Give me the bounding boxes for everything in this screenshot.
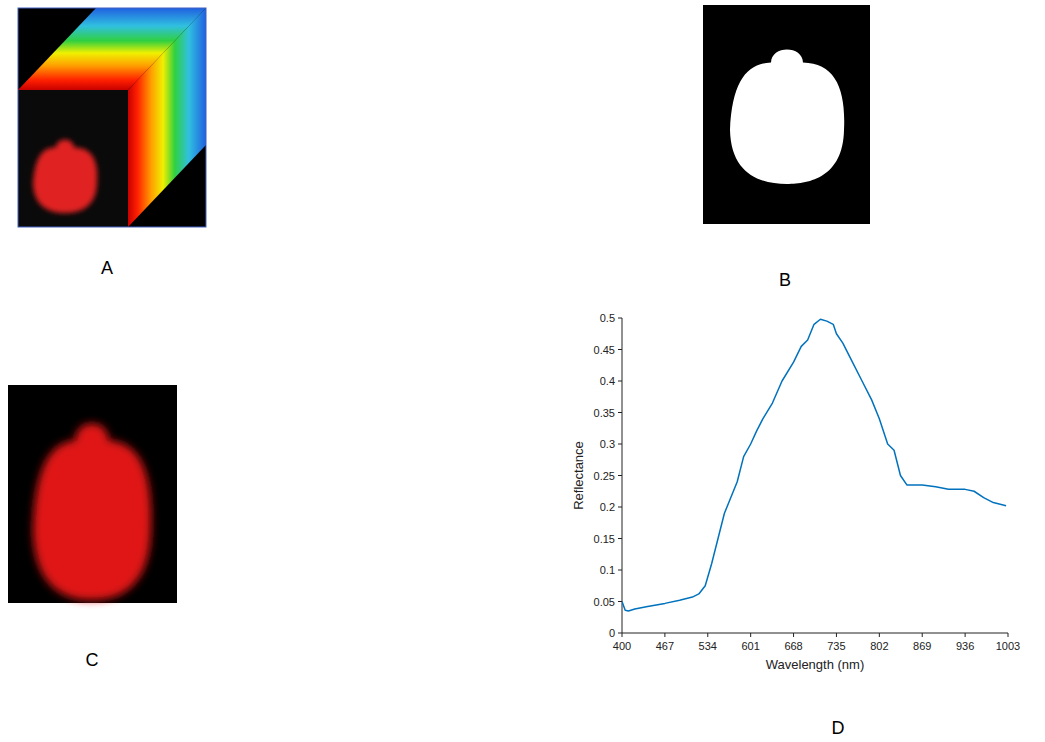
- panel-c-image: [8, 385, 177, 603]
- panel-label: D: [832, 718, 845, 738]
- y-axis-title: Reflectance: [571, 441, 586, 510]
- y-tick: [618, 444, 622, 445]
- spectrum-line: [622, 319, 1006, 611]
- x-axis-line: [622, 633, 1008, 634]
- panel-d-chart: 0 0.05 0.1 0.15 0.2 0.25 0.3 0.35 0.4 0.45 0.5 400 4…: [571, 312, 1020, 672]
- x-tick: [707, 633, 708, 637]
- panel-b-mask: [703, 5, 870, 224]
- cube-front-face: [18, 90, 128, 227]
- x-tick: [622, 633, 623, 637]
- x-tick: [836, 633, 837, 637]
- y-tick: [618, 570, 622, 571]
- y-tick: [618, 381, 622, 382]
- panel-label: B: [779, 270, 791, 290]
- y-tick-label: 0.15: [594, 533, 615, 545]
- cube-background: [18, 8, 206, 227]
- y-tick-label: 0: [609, 627, 615, 639]
- y-tick: [618, 601, 622, 602]
- x-tick-label: 802: [870, 640, 888, 652]
- fruit-image: [33, 140, 97, 213]
- x-tick-label: 1003: [996, 640, 1020, 652]
- fruit-image: [33, 424, 151, 600]
- y-tick-label: 0.45: [594, 344, 615, 356]
- panel-label: C: [86, 650, 99, 670]
- x-tick: [879, 633, 880, 637]
- y-tick-label: 0.3: [600, 438, 615, 450]
- y-tick: [618, 349, 622, 350]
- x-tick-label: 601: [741, 640, 759, 652]
- x-tick: [1008, 633, 1009, 637]
- y-tick-label: 0.05: [594, 596, 615, 608]
- x-tick: [664, 633, 665, 637]
- panel-a-cube: [18, 8, 206, 227]
- x-tick-label: 735: [827, 640, 845, 652]
- y-tick: [618, 475, 622, 476]
- y-tick: [618, 538, 622, 539]
- image-background: [8, 385, 177, 603]
- mask-shape: [730, 49, 844, 184]
- y-tick: [618, 507, 622, 508]
- x-tick: [750, 633, 751, 637]
- y-tick: [618, 412, 622, 413]
- plot-area: [622, 319, 1006, 611]
- panel-label: A: [101, 258, 113, 278]
- cube-border: [18, 8, 206, 227]
- x-tick-label: 668: [784, 640, 802, 652]
- y-tick-label: 0.2: [600, 501, 615, 513]
- y-tick-label: 0.4: [600, 375, 615, 387]
- mask-background: [703, 5, 870, 224]
- y-tick-label: 0.25: [594, 470, 615, 482]
- x-tick-label: 534: [699, 640, 717, 652]
- x-tick: [793, 633, 794, 637]
- x-tick-label: 936: [956, 640, 974, 652]
- x-tick-label: 467: [656, 640, 674, 652]
- y-tick: [618, 318, 622, 319]
- x-tick-label: 400: [613, 640, 631, 652]
- figure: A B C 0 0.05 0.1 0.15 0.2 0.25 0.3 0.35 0.4 0.45 0.5 4…: [0, 0, 1045, 742]
- cube-right-face: [128, 8, 206, 227]
- x-axis-title: Wavelength (nm): [766, 657, 865, 672]
- x-tick-label: 869: [913, 640, 931, 652]
- x-tick: [965, 633, 966, 637]
- y-tick: [618, 633, 622, 634]
- y-tick-label: 0.35: [594, 407, 615, 419]
- x-tick: [922, 633, 923, 637]
- y-tick-label: 0.1: [600, 564, 615, 576]
- y-tick-label: 0.5: [600, 312, 615, 324]
